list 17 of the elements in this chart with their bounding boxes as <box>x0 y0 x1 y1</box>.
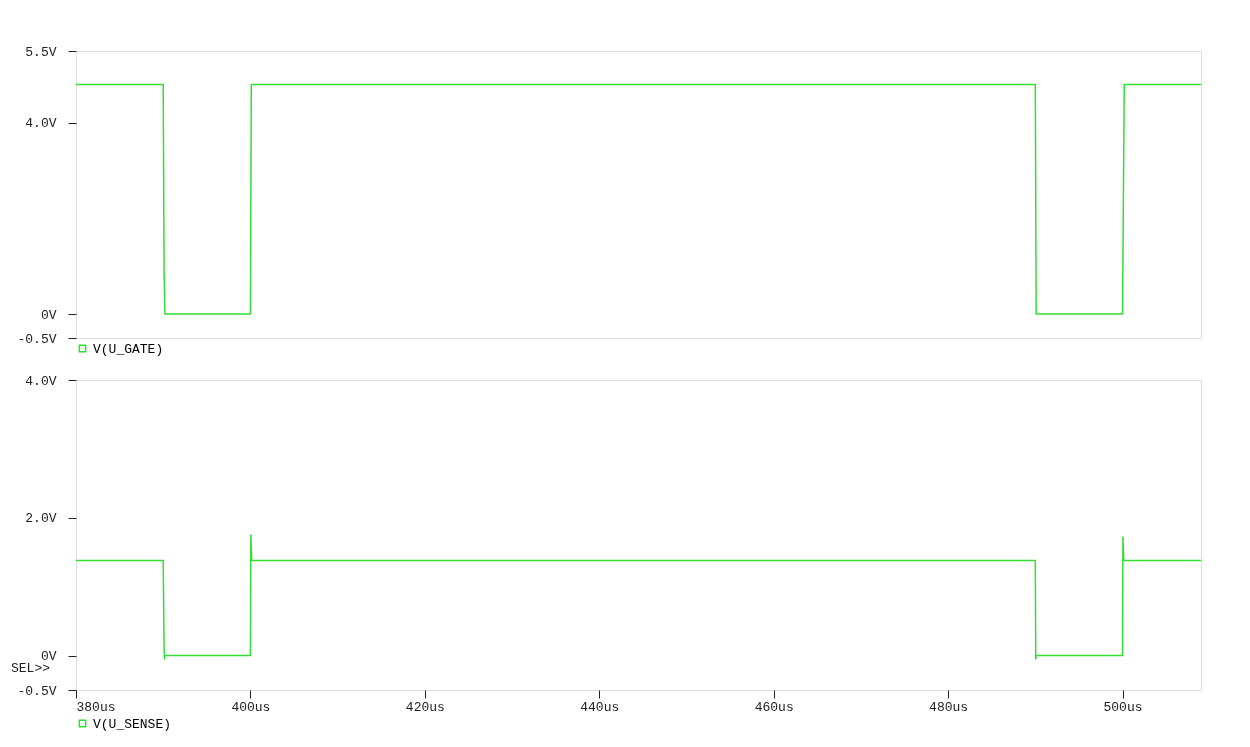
y-tick-label: 4.0V <box>25 116 57 132</box>
legend-label: V(U_SENSE) <box>93 716 172 732</box>
x-tick-label: 380us <box>76 699 116 715</box>
y-tick-label: -0.5V <box>17 331 57 347</box>
x-tick-label: 420us <box>405 699 445 715</box>
x-tick-label: 480us <box>929 699 969 715</box>
y-tick-label: -0.5V <box>17 683 57 699</box>
x-tick-label: 460us <box>754 699 794 715</box>
x-tick-label: 440us <box>580 699 620 715</box>
y-tick-label: 4.0V <box>25 373 57 389</box>
y-tick-label: 5.5V <box>25 44 57 60</box>
x-tick-label: 400us <box>231 699 271 715</box>
y-tick-label: 0V <box>40 307 57 323</box>
x-tick-label: 500us <box>1103 699 1143 715</box>
legend-label: V(U_GATE) <box>93 341 164 357</box>
line-series <box>75 534 1202 660</box>
y-tick-label: 2.0V <box>25 511 57 527</box>
